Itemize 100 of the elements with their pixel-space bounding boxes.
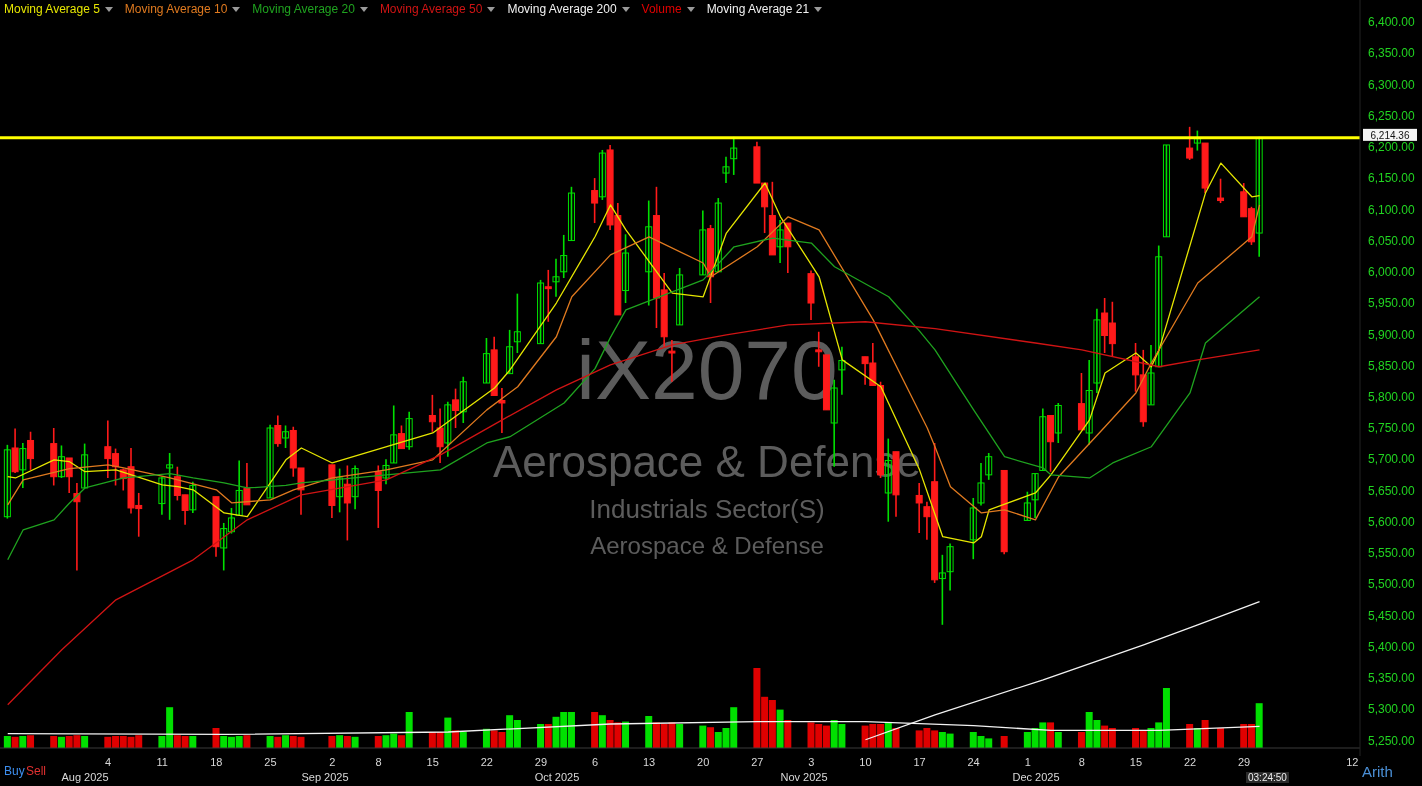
x-tick-label: 6 <box>591 756 599 768</box>
candlestick <box>266 424 274 499</box>
candlestick <box>1155 244 1163 368</box>
bar <box>3 736 11 748</box>
candlestick <box>591 177 599 224</box>
text: Sell <box>26 764 47 779</box>
x-tick-label: 29 <box>1237 756 1251 768</box>
candlestick <box>390 404 398 464</box>
bar <box>397 735 405 748</box>
bar <box>243 735 251 748</box>
y-tick-label: 6,050.00 <box>1368 233 1416 248</box>
bar <box>336 735 344 748</box>
x-tick-label: 18 <box>210 756 223 768</box>
text: Moving Average 21 <box>706 2 810 16</box>
y-tick-label: 5,650.00 <box>1368 483 1416 498</box>
text: Moving Average 5 <box>4 2 100 16</box>
x-tick-label: 15 <box>1129 756 1143 768</box>
y-tick-label: 5,800.00 <box>1368 390 1416 404</box>
text: Nov 2025 <box>779 771 829 784</box>
bar <box>189 736 197 748</box>
x-tick-label: 2 <box>329 756 336 768</box>
bar <box>405 712 413 748</box>
y-tick-label: 5,600.00 <box>1368 514 1416 529</box>
x-tick-label: 22 <box>480 756 493 768</box>
candlestick <box>622 233 630 304</box>
candlestick <box>73 482 81 572</box>
y-tick-label: 6,250.00 <box>1368 108 1416 123</box>
candlestick <box>382 458 390 486</box>
candlestick <box>567 186 575 242</box>
candlestick <box>506 329 514 375</box>
candlestick <box>351 464 359 511</box>
bar <box>676 724 684 748</box>
bar <box>328 736 336 748</box>
bar <box>1186 724 1194 748</box>
bar <box>50 736 58 748</box>
bar <box>598 715 606 748</box>
candlestick <box>544 269 552 323</box>
text: Moving Average 50 <box>379 2 483 16</box>
candlestick <box>722 156 730 184</box>
bar <box>282 735 290 748</box>
bar <box>1217 728 1225 748</box>
candlestick <box>482 337 490 384</box>
candlestick <box>436 407 444 464</box>
candlestick <box>1085 359 1093 446</box>
y-tick-label: 5,500.00 <box>1368 577 1416 592</box>
candlestick <box>405 410 413 451</box>
bar <box>212 728 220 748</box>
candlestick <box>158 475 166 516</box>
y-tick-label: 6,000.00 <box>1368 265 1416 280</box>
y-tick-label: 6,150.00 <box>1368 171 1416 186</box>
candlestick <box>1054 402 1062 444</box>
y-tick-label: 5,900.00 <box>1368 327 1416 342</box>
candlestick <box>428 394 436 433</box>
y-tick-label: 6,200.00 <box>1368 140 1416 155</box>
bar <box>274 736 282 748</box>
bar <box>1255 703 1263 748</box>
text: Arith <box>1362 763 1393 781</box>
text: Volume <box>641 2 682 16</box>
x-tick-label: 11 <box>156 756 168 768</box>
x-tick-label: 22 <box>1183 756 1197 768</box>
bar <box>591 712 599 748</box>
x-tick-label: 10 <box>859 756 872 768</box>
x-tick-label: 1 <box>1024 756 1031 768</box>
candlestick <box>730 136 738 176</box>
candlestick <box>1093 307 1101 394</box>
candlestick <box>915 482 923 534</box>
candlestick <box>235 459 243 517</box>
candlestick <box>65 457 73 494</box>
y-tick-label: 6,300.00 <box>1368 77 1416 92</box>
text: Moving Average 10 <box>124 2 228 16</box>
bar <box>27 735 35 748</box>
y-tick-label: 6,100.00 <box>1368 202 1416 217</box>
candlestick <box>81 442 89 489</box>
bar <box>19 736 27 748</box>
bar <box>11 736 19 748</box>
text: 03:24:50 <box>1246 772 1289 783</box>
candlestick <box>1217 177 1225 204</box>
candlestick <box>552 257 560 298</box>
bar <box>57 736 65 748</box>
text: Moving Average 200 <box>507 2 617 16</box>
candlestick <box>985 452 993 481</box>
y-tick-label: 5,250.00 <box>1368 733 1416 748</box>
bar <box>1201 720 1209 748</box>
candlestick <box>343 464 351 542</box>
candlestick <box>452 387 460 429</box>
x-tick-label: 20 <box>697 756 710 768</box>
candlestick <box>977 462 985 507</box>
bar <box>351 736 359 748</box>
candlestick <box>459 375 467 424</box>
candlestick <box>1039 407 1047 472</box>
candlestick <box>938 554 946 626</box>
text: Moving Average 20 <box>252 2 355 16</box>
candlestick <box>598 149 606 201</box>
line-series <box>7 321 1261 706</box>
x-tick-label: 3 <box>808 756 815 768</box>
bar <box>784 720 792 748</box>
bar <box>459 732 467 748</box>
y-tick-label: 5,400.00 <box>1368 639 1416 654</box>
candlestick <box>838 345 846 396</box>
candlestick <box>676 267 684 326</box>
